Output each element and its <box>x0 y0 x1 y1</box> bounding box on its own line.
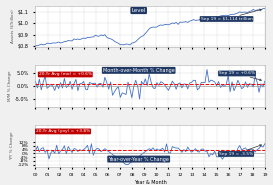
Y-axis label: Assets ($Trillion): Assets ($Trillion) <box>11 9 15 43</box>
Text: Level: Level <box>132 8 146 13</box>
Text: Sep 19 = +0.6%: Sep 19 = +0.6% <box>219 71 261 81</box>
Text: Month-over-Month % Change: Month-over-Month % Change <box>103 68 174 73</box>
Text: Year-over-Year % Change: Year-over-Year % Change <box>108 157 169 162</box>
Y-axis label: M/M % Change: M/M % Change <box>8 71 12 101</box>
Text: Sep 19 = -3.5%: Sep 19 = -3.5% <box>219 145 262 156</box>
Text: 20-Yr Avg (yoy) = +3.8%: 20-Yr Avg (yoy) = +3.8% <box>36 130 90 133</box>
Text: Sep 19 = $1,114 trillion: Sep 19 = $1,114 trillion <box>201 9 261 21</box>
X-axis label: Year & Month: Year & Month <box>134 180 167 185</box>
Text: 20-Yr Avg (mo) = +0.6%: 20-Yr Avg (mo) = +0.6% <box>39 73 92 76</box>
Y-axis label: Y/Y % Change: Y/Y % Change <box>11 132 14 160</box>
